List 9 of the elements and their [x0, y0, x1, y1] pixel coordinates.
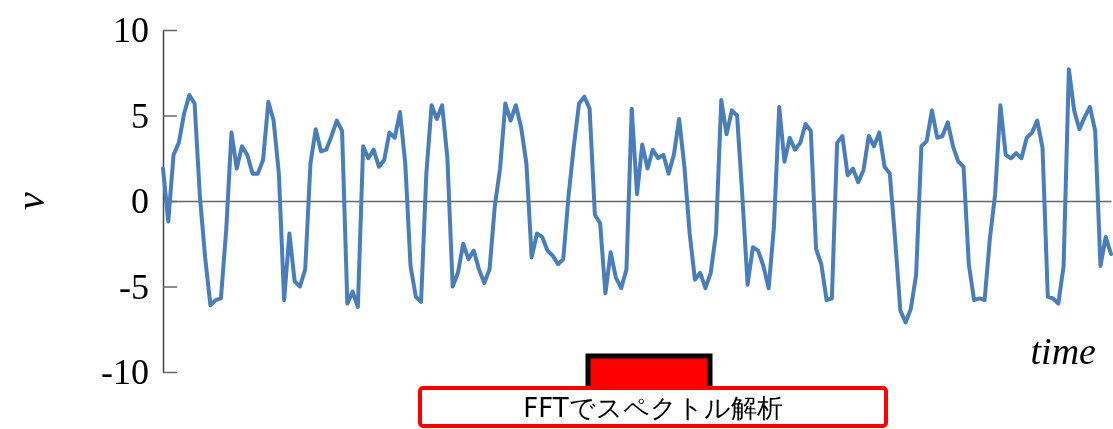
- y-tick-label: 10: [113, 10, 149, 51]
- text: FFTでスペクトル解析: [523, 393, 783, 423]
- line-series: [161, 67, 1113, 325]
- y-tick-label: -5: [119, 266, 149, 307]
- y-tick-label: -10: [101, 352, 149, 393]
- y-axis-title: v: [8, 191, 53, 210]
- x-axis-title: time: [1030, 330, 1097, 372]
- y-tick-label: 5: [131, 95, 149, 136]
- y-tick-label: 0: [131, 181, 149, 222]
